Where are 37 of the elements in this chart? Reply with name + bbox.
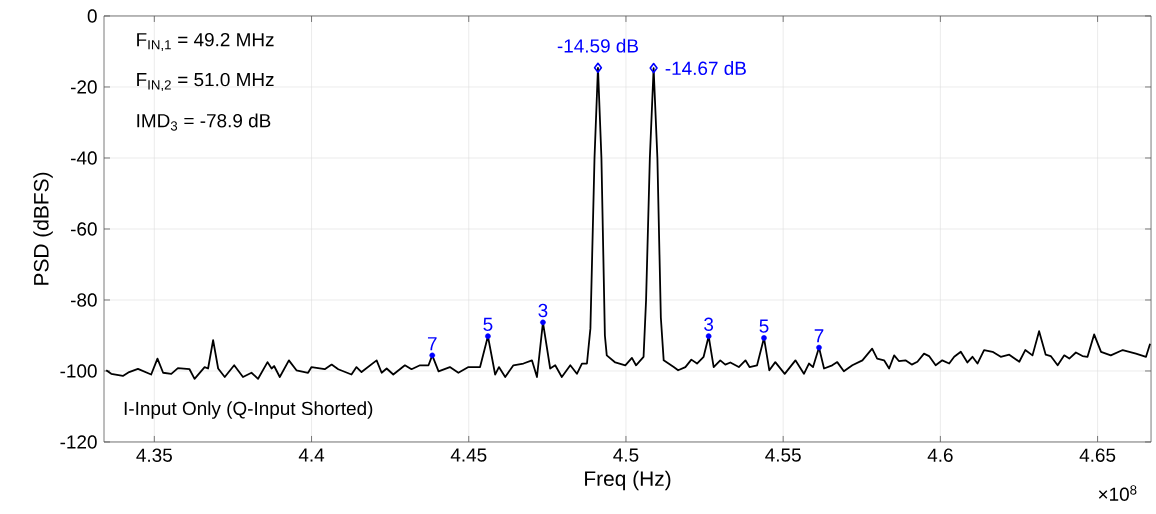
point <box>540 319 546 326</box>
annotation: 7 <box>427 337 437 351</box>
x-tick-label: 4.5 <box>613 448 639 462</box>
annotation: 3 <box>538 303 548 318</box>
annotation: F$_{IN,2}$ = 51.0 MHz <box>137 72 274 92</box>
y-tick-label: 0 <box>87 9 97 23</box>
annotation: I-Input Only (Q-Input Shorted) <box>124 401 373 419</box>
point <box>816 344 822 351</box>
data-label: -14.67 dB <box>665 61 746 76</box>
annotation: 5 <box>759 319 769 333</box>
text: ×10$^{8}$ <box>1098 485 1137 501</box>
annotation: 3 <box>704 317 714 331</box>
annotation: 5 <box>483 317 493 331</box>
x-tick-label: 4.35 <box>136 448 172 462</box>
annotation: IMD$_{3}$ = -78.9 dB <box>137 113 271 131</box>
y-tick-label: -40 <box>70 151 97 165</box>
point <box>485 333 491 339</box>
data-label: -14.59 dB <box>557 38 638 53</box>
annotation: 7 <box>814 329 824 343</box>
point <box>705 333 712 339</box>
x-tick-label: 4.55 <box>765 448 801 462</box>
point <box>593 62 603 74</box>
x-tick-label: 4.45 <box>450 448 487 462</box>
point <box>649 62 658 74</box>
y-tick-label: -120 <box>60 435 97 449</box>
y-tick-label: -100 <box>60 364 97 378</box>
x-tick-label: 4.4 <box>298 448 325 462</box>
annotation: F$_{IN,1}$ = 49.2 MHz <box>137 32 274 52</box>
y-axis-title: PSD (dBFS) <box>33 172 53 285</box>
point <box>761 335 767 341</box>
x-tick-label: 4.6 <box>927 448 953 462</box>
point <box>429 352 436 359</box>
y-tick-label: -20 <box>70 80 97 94</box>
x-tick-label: 4.65 <box>1079 448 1116 462</box>
y-tick-label: -80 <box>70 293 97 307</box>
y-tick-label: -60 <box>70 222 97 236</box>
x-axis-title: Freq (Hz) <box>585 470 671 491</box>
